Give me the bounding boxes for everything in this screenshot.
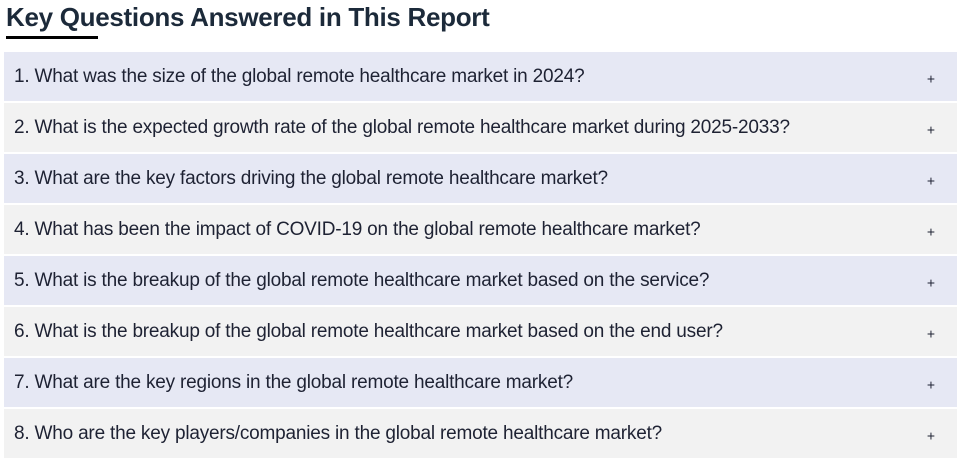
plus-icon[interactable]: + <box>926 222 935 239</box>
faq-question: 7. What are the key regions in the globa… <box>14 371 574 393</box>
faq-question: 2. What is the expected growth rate of t… <box>14 116 790 138</box>
faq-question: 4. What has been the impact of COVID-19 … <box>14 218 701 240</box>
faq-question: 8. Who are the key players/companies in … <box>14 422 663 444</box>
plus-icon[interactable]: + <box>926 375 935 392</box>
section-title: Key Questions Answered in This Report <box>6 2 490 32</box>
faq-question: 5. What is the breakup of the global rem… <box>14 269 710 291</box>
faq-item-1[interactable]: 1. What was the size of the global remot… <box>4 52 957 101</box>
plus-icon[interactable]: + <box>926 273 935 290</box>
plus-icon[interactable]: + <box>926 69 935 86</box>
faq-item-7[interactable]: 7. What are the key regions in the globa… <box>4 358 957 407</box>
plus-icon[interactable]: + <box>926 324 935 341</box>
plus-icon[interactable]: + <box>926 120 935 137</box>
faq-item-3[interactable]: 3. What are the key factors driving the … <box>4 154 957 203</box>
faq-item-6[interactable]: 6. What is the breakup of the global rem… <box>4 307 957 356</box>
faq-item-5[interactable]: 5. What is the breakup of the global rem… <box>4 256 957 305</box>
plus-icon[interactable]: + <box>926 171 935 188</box>
title-underline <box>6 36 98 39</box>
faq-item-8[interactable]: 8. Who are the key players/companies in … <box>4 409 957 458</box>
faq-question: 6. What is the breakup of the global rem… <box>14 320 723 342</box>
plus-icon[interactable]: + <box>926 426 935 443</box>
faq-item-4[interactable]: 4. What has been the impact of COVID-19 … <box>4 205 957 254</box>
faq-item-2[interactable]: 2. What is the expected growth rate of t… <box>4 103 957 152</box>
faq-list: 1. What was the size of the global remot… <box>4 52 957 460</box>
faq-question: 3. What are the key factors driving the … <box>14 167 608 189</box>
faq-question: 1. What was the size of the global remot… <box>14 65 585 87</box>
